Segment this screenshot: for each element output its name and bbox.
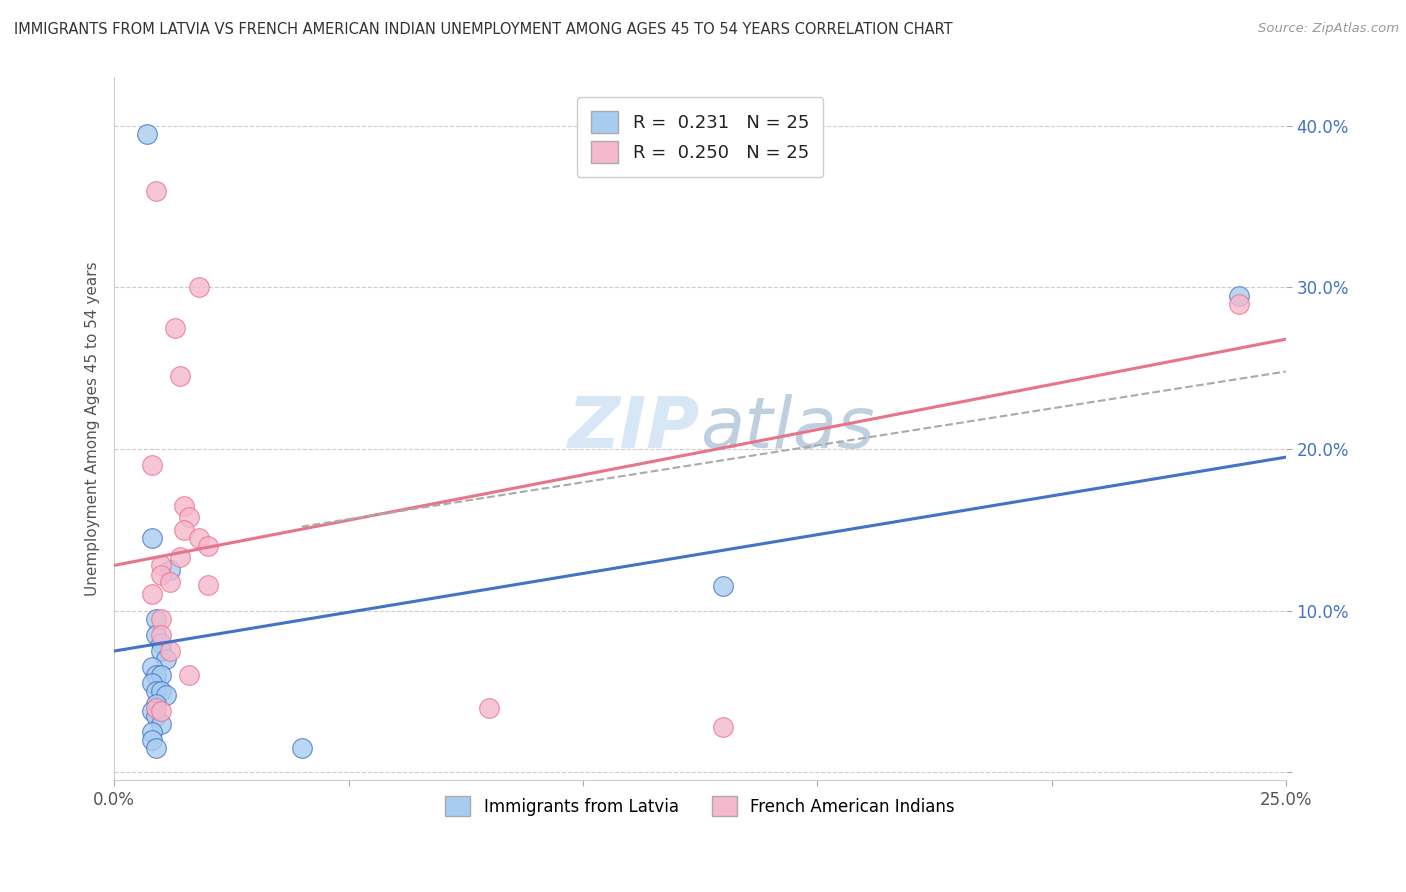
Point <box>145 668 167 682</box>
Point <box>150 628 173 642</box>
Point <box>136 127 159 141</box>
Text: atlas: atlas <box>700 394 875 463</box>
Point <box>150 558 173 573</box>
Point <box>187 531 209 545</box>
Point <box>169 369 191 384</box>
Text: IMMIGRANTS FROM LATVIA VS FRENCH AMERICAN INDIAN UNEMPLOYMENT AMONG AGES 45 TO 5: IMMIGRANTS FROM LATVIA VS FRENCH AMERICA… <box>14 22 953 37</box>
Point <box>145 684 167 698</box>
Text: Source: ZipAtlas.com: Source: ZipAtlas.com <box>1258 22 1399 36</box>
Point <box>141 724 163 739</box>
Y-axis label: Unemployment Among Ages 45 to 54 years: Unemployment Among Ages 45 to 54 years <box>86 261 100 596</box>
Point <box>145 612 167 626</box>
Point <box>141 531 163 545</box>
Point <box>197 539 219 553</box>
Point <box>150 612 173 626</box>
Point <box>145 628 167 642</box>
Point <box>179 510 201 524</box>
Point <box>150 568 173 582</box>
Point <box>145 700 167 714</box>
Point <box>145 698 167 712</box>
Point <box>145 708 167 723</box>
Point <box>150 704 173 718</box>
Legend: Immigrants from Latvia, French American Indians: Immigrants from Latvia, French American … <box>437 788 963 825</box>
Point <box>169 550 191 565</box>
Point <box>165 321 187 335</box>
Point <box>141 458 163 473</box>
Point <box>141 732 163 747</box>
Point <box>155 688 177 702</box>
Point <box>145 741 167 756</box>
Point <box>141 587 163 601</box>
Point <box>159 574 181 589</box>
Point <box>150 636 173 650</box>
Point <box>179 668 201 682</box>
Point <box>150 668 173 682</box>
Point <box>187 280 209 294</box>
Point <box>141 676 163 690</box>
Point <box>713 579 735 593</box>
Point <box>159 563 181 577</box>
Point <box>150 684 173 698</box>
Point <box>291 741 314 756</box>
Point <box>150 644 173 658</box>
Point <box>1227 288 1250 302</box>
Point <box>713 720 735 734</box>
Text: ZIP: ZIP <box>568 394 700 463</box>
Point <box>155 652 177 666</box>
Point <box>173 499 195 513</box>
Point <box>141 660 163 674</box>
Point <box>141 704 163 718</box>
Point <box>197 578 219 592</box>
Point <box>478 700 501 714</box>
Point <box>145 184 167 198</box>
Point <box>1227 296 1250 310</box>
Point <box>173 523 195 537</box>
Point <box>159 644 181 658</box>
Point <box>150 716 173 731</box>
